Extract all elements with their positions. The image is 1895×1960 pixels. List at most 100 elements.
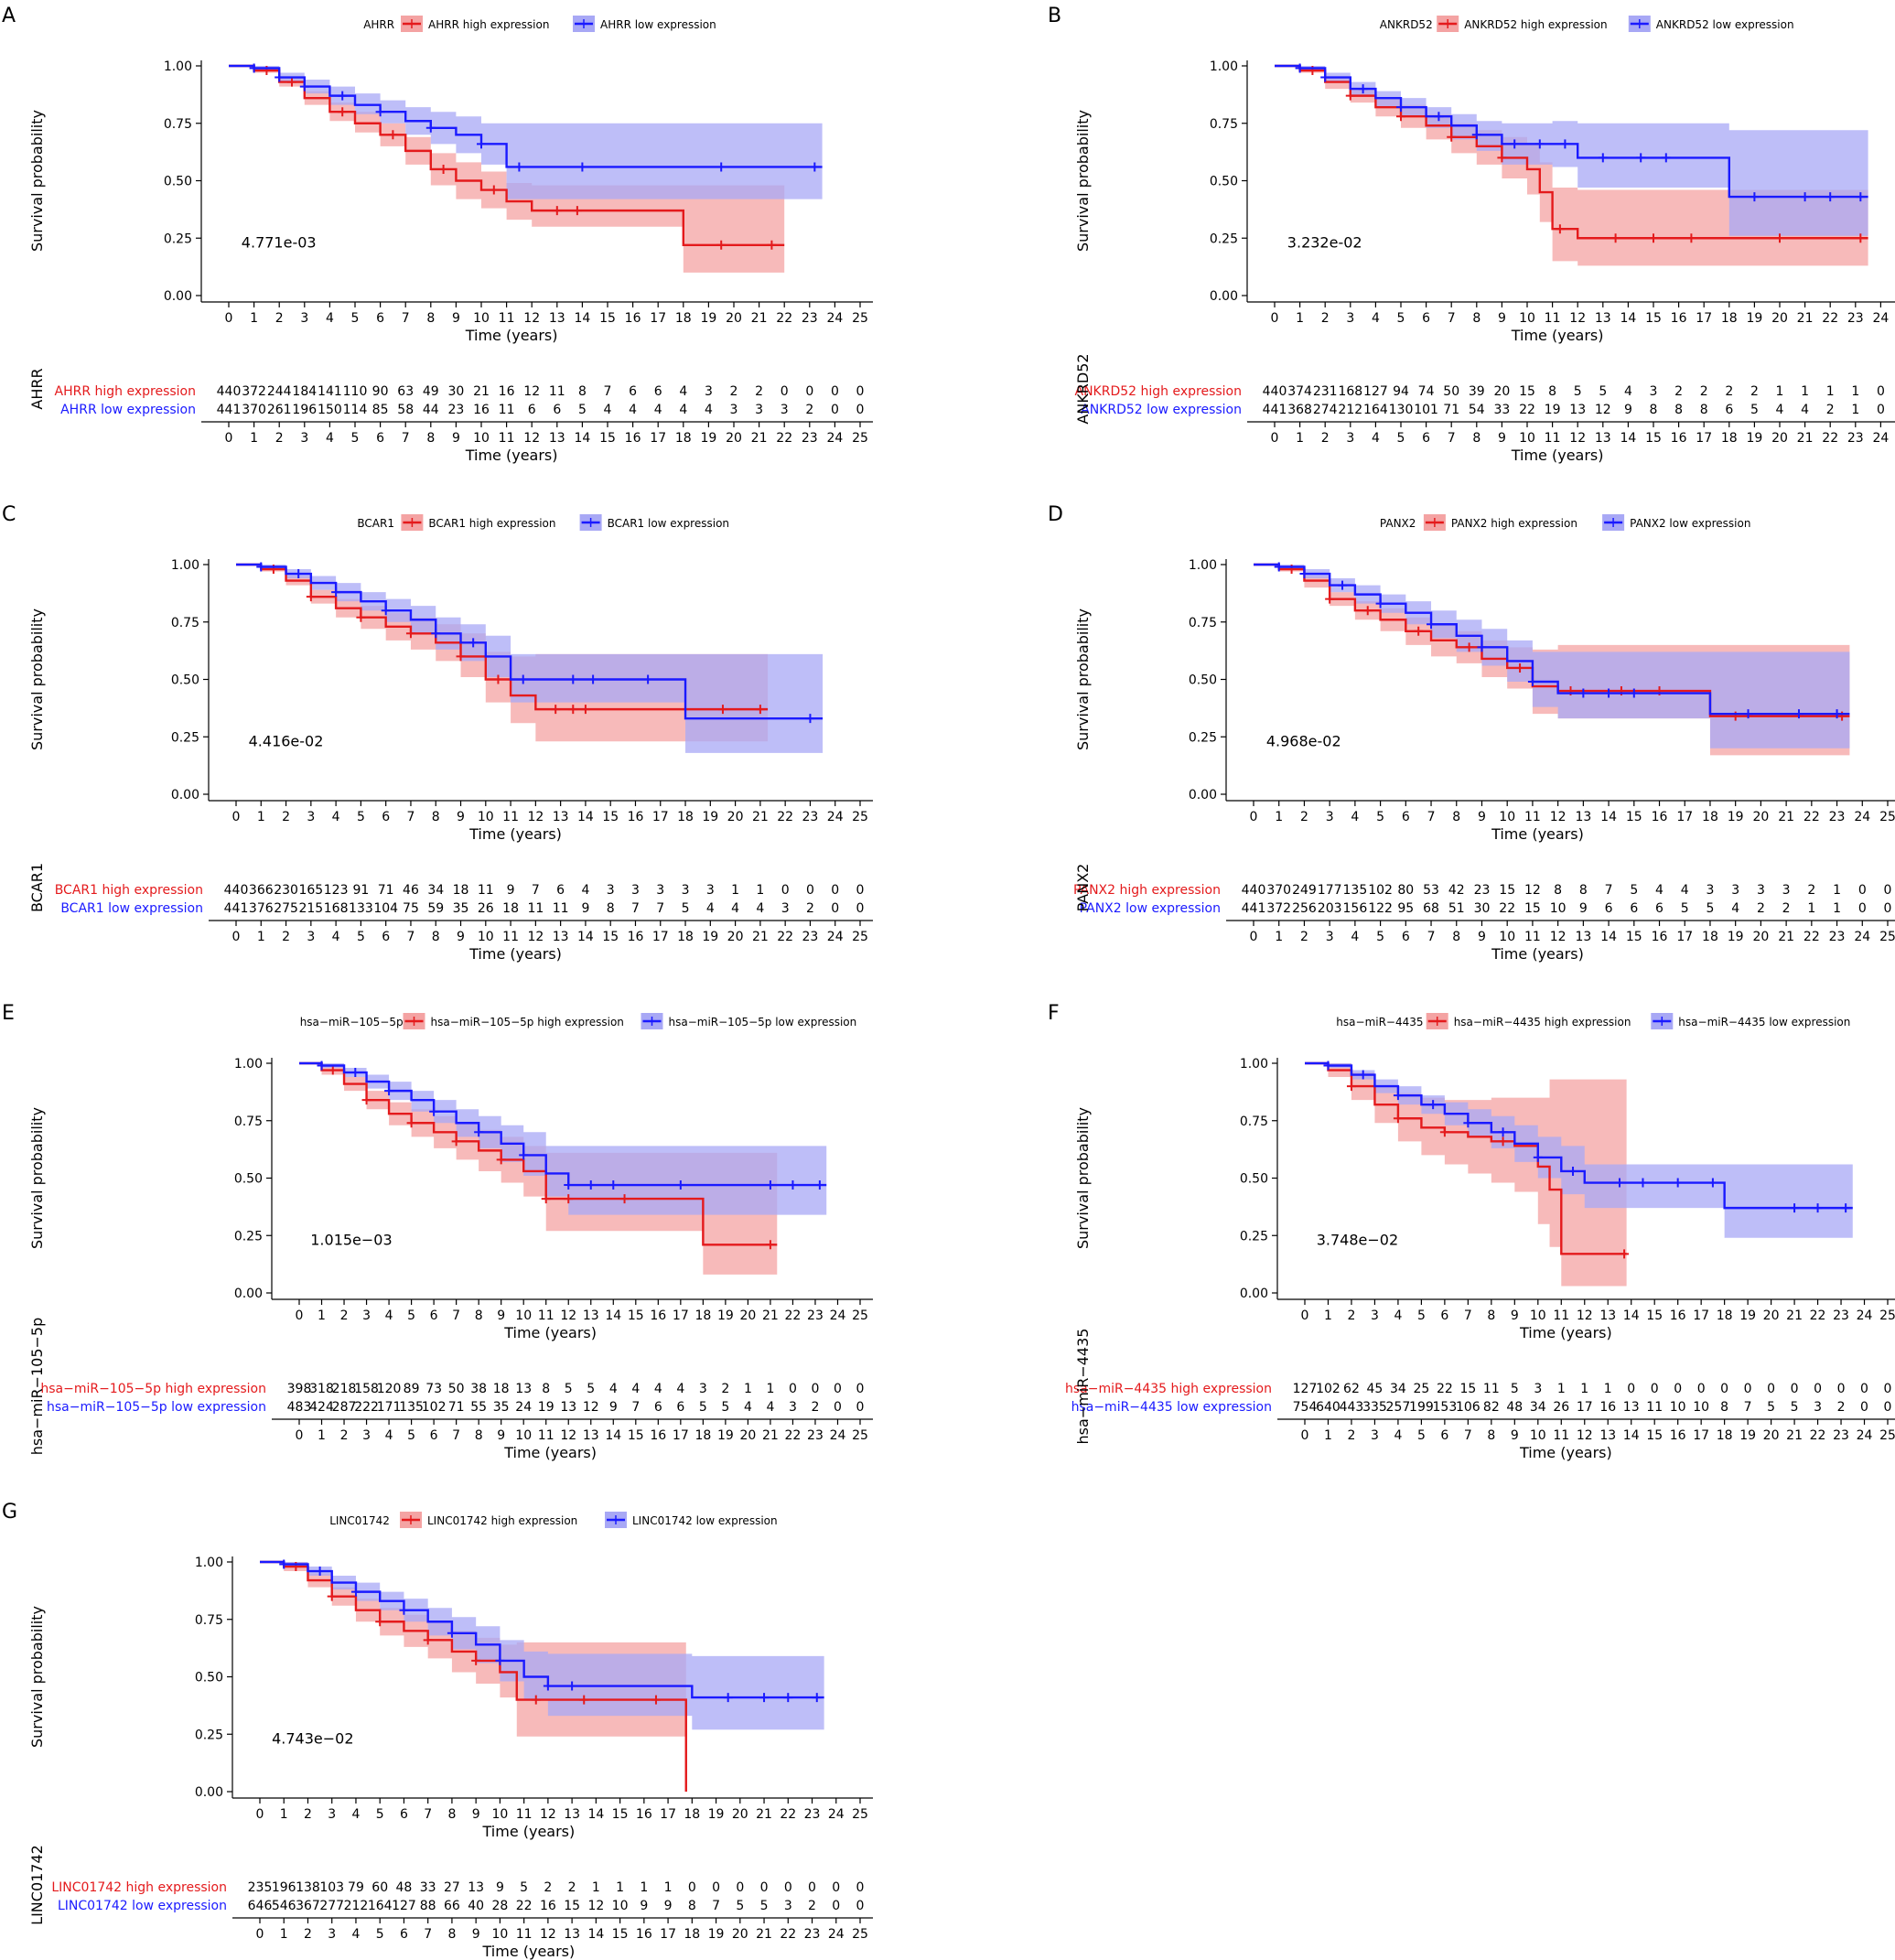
risk-low-count: 275 (274, 901, 298, 916)
risk-x-tick-label: 16 (650, 1428, 666, 1443)
low-censor-mark (1299, 569, 1309, 579)
low-ci-band (299, 1063, 827, 1215)
risk-low-count: 12 (587, 1899, 604, 1913)
low-censor-mark (586, 1180, 596, 1190)
risk-low-count: 0 (1884, 1400, 1892, 1415)
x-tick-label: 14 (1600, 810, 1617, 824)
risk-x-tick-label: 22 (1810, 1428, 1826, 1443)
risk-high-count: 1 (1851, 384, 1859, 399)
risk-high-count: 0 (856, 1382, 865, 1396)
risk-low-count: 4 (1801, 403, 1809, 417)
risk-high-count: 1 (744, 1382, 752, 1396)
risk-high-count: 5 (1630, 883, 1638, 898)
risk-high-count: 42 (1448, 883, 1465, 898)
risk-low-count: 5 (1681, 901, 1689, 916)
risk-high-count: 94 (1393, 384, 1409, 399)
high-censor-mark (423, 1635, 433, 1645)
risk-x-tick-label: 18 (1717, 1428, 1733, 1443)
x-tick-label: 12 (523, 311, 540, 326)
risk-x-tick-label: 12 (1569, 431, 1586, 446)
panel-letter: B (1048, 5, 1061, 27)
risk-high-count: 90 (372, 384, 389, 399)
high-censor-mark (1497, 153, 1507, 163)
risk-high-count: 2 (1750, 384, 1759, 399)
y-tick-label: 0.75 (1210, 117, 1238, 132)
y-tick-label: 0.25 (1189, 730, 1217, 745)
x-tick-label: 10 (491, 1807, 508, 1822)
low-censor-mark (1638, 1178, 1648, 1188)
risk-low-count: 1 (1807, 901, 1815, 916)
panel-letter: D (1048, 503, 1063, 526)
low-censor-mark (350, 1068, 361, 1078)
risk-x-tick-label: 7 (452, 1428, 460, 1443)
risk-high-count: 0 (1884, 883, 1892, 898)
risk-low-count: 133 (349, 901, 373, 916)
x-tick-label: 7 (406, 810, 415, 824)
risk-x-tick-label: 7 (402, 431, 410, 446)
low-censor-mark (1471, 130, 1481, 140)
risk-high-count: 3 (1650, 384, 1658, 399)
risk-high-count: 123 (324, 883, 349, 898)
risk-high-count: 3 (1731, 883, 1739, 898)
legend: hsa−miR−4435 hsa−miR−4435 high expression… (1336, 1013, 1850, 1029)
risk-low-count: 6 (553, 403, 561, 417)
risk-x-tick-label: 18 (675, 431, 692, 446)
low-censor-mark (1813, 1203, 1823, 1213)
low-survival-curve (1305, 1061, 1853, 1210)
x-tick-label: 25 (852, 1807, 868, 1822)
risk-x-tick-label: 2 (275, 431, 284, 446)
risk-high-count: 4 (679, 384, 687, 399)
risk-low-count: 215 (298, 901, 323, 916)
risk-x-tick-label: 22 (780, 1927, 796, 1942)
risk-x-tick-label: 1 (257, 930, 265, 944)
y-axis-title: Survival probability (1074, 608, 1092, 750)
risk-low-count: 0 (1860, 1400, 1868, 1415)
risk-x-tick-label: 3 (1326, 930, 1334, 944)
x-tick-label: 9 (472, 1807, 480, 1822)
risk-high-count: 218 (332, 1382, 357, 1396)
low-censor-mark (518, 674, 528, 684)
risk-high-count: 0 (789, 1382, 797, 1396)
x-tick-label: 7 (452, 1308, 460, 1323)
low-censor-mark (1427, 619, 1437, 630)
risk-low-count: 0 (831, 901, 839, 916)
risk-high-count: 11 (549, 384, 565, 399)
risk-x-tick-label: 19 (702, 930, 718, 944)
panel-letter: C (2, 503, 16, 526)
risk-high-count: 50 (448, 1382, 465, 1396)
x-tick-label: 14 (587, 1807, 604, 1822)
y-tick-label: 1.00 (171, 558, 199, 573)
risk-x-tick-label: 4 (1351, 930, 1359, 944)
low-survival-curve (299, 1061, 827, 1187)
risk-low-count: 59 (427, 901, 444, 916)
risk-x-tick-label: 1 (280, 1927, 288, 1942)
risk-x-tick-label: 17 (673, 1428, 689, 1443)
x-tick-label: 19 (717, 1308, 734, 1323)
risk-x-tick-label: 16 (636, 1927, 652, 1942)
risk-low-count: 4 (766, 1400, 774, 1415)
low-censor-mark (643, 674, 653, 684)
risk-x-tick-label: 14 (1600, 930, 1617, 944)
risk-low-count: 257 (1386, 1400, 1411, 1415)
x-tick-label: 23 (807, 1308, 824, 1323)
risk-high-count: 398 (287, 1382, 312, 1396)
panel-a: A AHRR AHRR high expression AHRR low expres… (2, 5, 873, 464)
risk-x-tick-label: 25 (852, 1428, 868, 1443)
risk-low-count: 18 (502, 901, 519, 916)
risk-x-tick-label: 16 (1671, 431, 1687, 446)
risk-high-count: 0 (1627, 1382, 1635, 1396)
p-value: 3.748e−02 (1317, 1231, 1398, 1248)
risk-x-tick-label: 20 (1771, 431, 1788, 446)
risk-high-count: 5 (1599, 384, 1607, 399)
risk-x-tick-label: 6 (430, 1428, 438, 1443)
x-tick-label: 21 (762, 1308, 779, 1323)
low-ci-band (1305, 1063, 1853, 1238)
risk-x-tick-label: 11 (1553, 1428, 1569, 1443)
risk-high-count: 3 (1782, 883, 1791, 898)
risk-x-tick-label: 0 (232, 930, 241, 944)
risk-low-count: 122 (1368, 901, 1393, 916)
y-axis-title: Survival probability (28, 110, 46, 252)
x-tick-label: 21 (752, 810, 769, 824)
risk-x-tick-label: 21 (762, 1428, 779, 1443)
